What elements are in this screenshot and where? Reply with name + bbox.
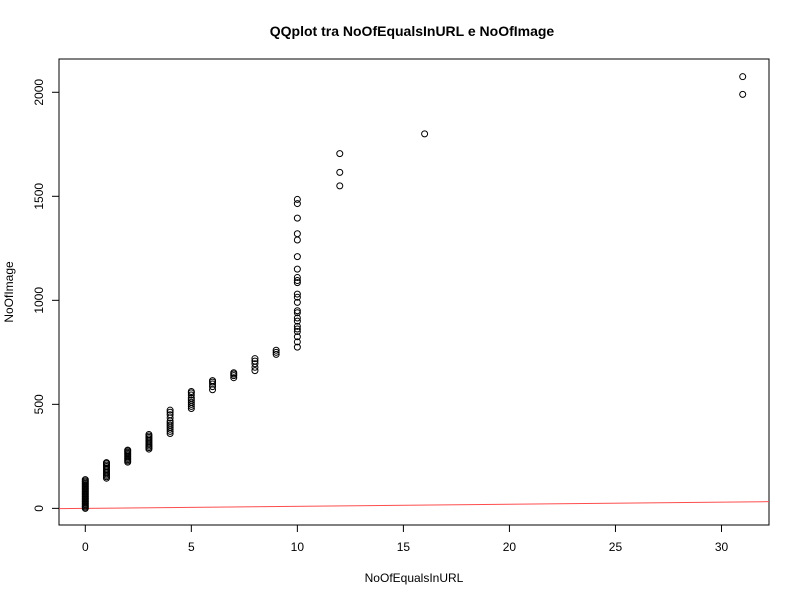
x-axis-label: NoOfEqualsInURL xyxy=(365,571,464,585)
y-axis-label: NoOfImage xyxy=(2,261,16,323)
reference-line-group xyxy=(59,501,769,510)
data-point xyxy=(230,369,238,377)
y-tick-label: 1500 xyxy=(32,183,46,210)
data-point xyxy=(187,398,195,406)
data-point xyxy=(251,367,259,375)
data-point xyxy=(293,298,301,306)
chart-title: QQplot tra NoOfEqualsInURL e NoOfImage xyxy=(270,23,555,39)
data-point xyxy=(293,307,301,315)
data-point xyxy=(187,396,195,404)
data-point xyxy=(336,182,344,190)
data-point xyxy=(187,387,195,395)
y-tick-label: 2000 xyxy=(32,79,46,106)
data-point xyxy=(209,377,217,385)
data-point xyxy=(187,391,195,399)
data-point xyxy=(293,195,301,203)
data-point xyxy=(293,309,301,317)
data-point xyxy=(293,317,301,325)
data-point xyxy=(81,476,89,484)
data-point xyxy=(336,150,344,158)
data-point xyxy=(166,421,174,429)
data-point xyxy=(166,408,174,416)
data-point xyxy=(230,374,238,382)
data-point xyxy=(103,459,111,467)
data-point xyxy=(272,346,280,354)
data-point xyxy=(293,322,301,330)
plot-frame xyxy=(58,58,770,526)
reference-line xyxy=(59,501,769,510)
data-point xyxy=(293,333,301,341)
data-point xyxy=(166,406,174,414)
data-point xyxy=(336,168,344,176)
x-tick-label: 0 xyxy=(82,540,89,554)
data-point xyxy=(166,419,174,427)
data-point xyxy=(124,446,132,454)
data-point xyxy=(251,360,259,368)
data-point xyxy=(421,130,429,138)
data-point xyxy=(293,253,301,261)
data-point xyxy=(209,380,217,388)
y-tick-label: 1000 xyxy=(32,287,46,314)
data-point xyxy=(293,279,301,287)
data-point xyxy=(293,343,301,351)
data-point xyxy=(293,230,301,238)
y-axis: 0 500 1000 1500 2000 xyxy=(32,79,60,512)
data-point xyxy=(145,431,153,439)
data-point xyxy=(272,348,280,356)
data-point xyxy=(293,325,301,333)
data-point xyxy=(293,328,301,336)
data-point xyxy=(251,355,259,363)
data-point xyxy=(166,411,174,419)
data-point xyxy=(187,394,195,402)
x-axis: 0 5 10 15 20 25 30 xyxy=(82,524,729,554)
x-tick-label: 15 xyxy=(397,540,411,554)
data-point xyxy=(293,265,301,273)
y-tick-label: 500 xyxy=(32,394,46,414)
data-point xyxy=(293,236,301,244)
data-point xyxy=(293,277,301,285)
x-tick-label: 25 xyxy=(609,540,623,554)
data-point xyxy=(739,90,747,98)
x-tick-label: 30 xyxy=(715,540,729,554)
data-point xyxy=(293,273,301,281)
data-point xyxy=(251,357,259,365)
points-group xyxy=(81,73,747,512)
data-point xyxy=(293,200,301,208)
x-tick-label: 5 xyxy=(188,540,195,554)
data-point xyxy=(293,314,301,322)
x-tick-label: 10 xyxy=(291,540,305,554)
data-point xyxy=(293,293,301,301)
data-point xyxy=(272,350,280,358)
data-point xyxy=(293,338,301,346)
data-point xyxy=(293,290,301,298)
plot-area xyxy=(59,73,769,512)
data-point xyxy=(293,214,301,222)
x-tick-label: 20 xyxy=(503,540,517,554)
y-tick-label: 0 xyxy=(32,505,46,512)
data-point xyxy=(739,73,747,81)
